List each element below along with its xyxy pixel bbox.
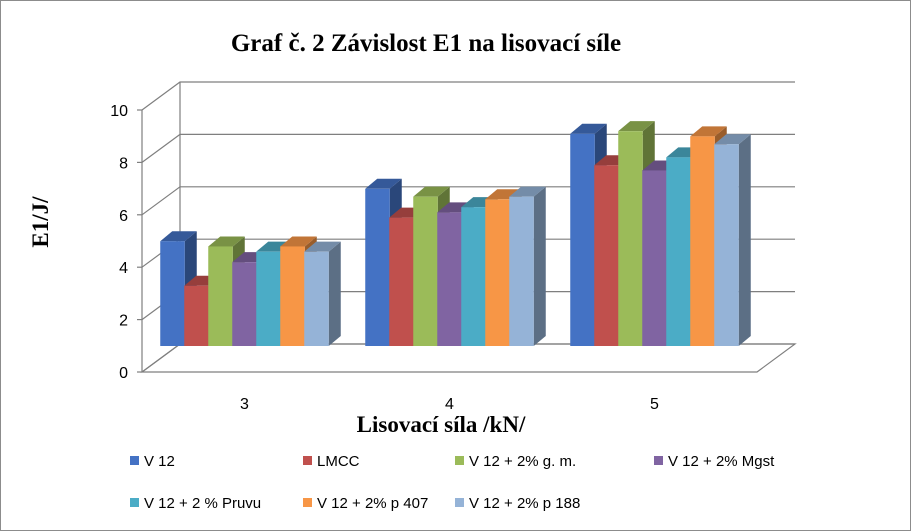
legend-label: LMCC bbox=[317, 453, 360, 470]
bar-side bbox=[533, 186, 546, 346]
bar-top bbox=[618, 121, 655, 132]
bar-front bbox=[256, 251, 281, 346]
y-axis-title: E1/J/ bbox=[28, 196, 53, 248]
y-tick-label: 4 bbox=[119, 260, 128, 277]
bar-front bbox=[642, 170, 667, 346]
bar-side bbox=[328, 241, 341, 346]
bar-front bbox=[184, 285, 209, 346]
x-tick-label: 3 bbox=[240, 396, 249, 413]
y-tick-label: 2 bbox=[119, 313, 128, 330]
bar-top bbox=[413, 186, 450, 197]
y-tick-label: 10 bbox=[110, 103, 128, 120]
bar-top bbox=[690, 126, 727, 137]
bar-front bbox=[690, 136, 715, 346]
bar-front bbox=[618, 131, 643, 346]
legend-label: V 12 bbox=[144, 453, 175, 470]
bar bbox=[714, 134, 751, 346]
x-axis-title: Lisovací síla /kN/ bbox=[357, 412, 526, 437]
legend-label: V 12 + 2% p 407 bbox=[317, 495, 428, 512]
legend-item: V 12 bbox=[130, 453, 175, 470]
legend-item: V 12 + 2% Mgst bbox=[654, 453, 775, 470]
legend-swatch bbox=[303, 498, 312, 507]
bar-top bbox=[280, 236, 317, 247]
bar-front bbox=[437, 212, 462, 346]
legend-swatch bbox=[130, 498, 139, 507]
bar-top bbox=[160, 231, 197, 242]
bar bbox=[304, 241, 341, 346]
bar-front bbox=[570, 133, 595, 346]
bar-top bbox=[714, 134, 751, 145]
bars bbox=[160, 121, 751, 347]
legend-item: V 12 + 2% g. m. bbox=[455, 453, 576, 470]
bar-top bbox=[509, 186, 546, 197]
bar-front bbox=[160, 241, 185, 346]
bar-front bbox=[714, 144, 739, 346]
bar-top bbox=[570, 123, 607, 134]
x-tick-label: 4 bbox=[445, 396, 454, 413]
bar-front bbox=[208, 246, 233, 346]
legend-swatch bbox=[303, 456, 312, 465]
bar-front bbox=[365, 188, 390, 346]
bar-front bbox=[666, 157, 691, 346]
bar-front bbox=[485, 199, 510, 346]
legend-label: V 12 + 2 % Pruvu bbox=[144, 495, 261, 512]
bar-front bbox=[461, 207, 486, 346]
legend-swatch bbox=[455, 498, 464, 507]
legend-label: V 12 + 2% Mgst bbox=[668, 453, 775, 470]
bar-top bbox=[208, 236, 245, 247]
floor bbox=[140, 343, 797, 373]
tick-labels: 0 2 4 6 8 10 3 4 5 bbox=[110, 103, 659, 413]
legend-item: V 12 + 2 % Pruvu bbox=[130, 495, 261, 512]
legend-label: V 12 + 2% g. m. bbox=[469, 453, 576, 470]
chart-title: Graf č. 2 Závislost E1 na lisovací síle bbox=[231, 30, 621, 57]
bar-front bbox=[280, 246, 305, 346]
bar-front bbox=[304, 251, 329, 346]
bar-top bbox=[304, 241, 341, 252]
legend-swatch bbox=[130, 456, 139, 465]
bar bbox=[509, 186, 546, 346]
legend-item: V 12 + 2% p 188 bbox=[455, 495, 580, 512]
legend-swatch bbox=[654, 456, 663, 465]
bar-front bbox=[509, 196, 534, 346]
legend-item: LMCC bbox=[303, 453, 360, 470]
bar-front bbox=[594, 165, 619, 346]
bar-front bbox=[389, 217, 414, 346]
y-tick-label: 0 bbox=[119, 365, 128, 382]
y-tick-label: 8 bbox=[119, 155, 128, 172]
x-tick-label: 5 bbox=[650, 396, 659, 413]
bar-side bbox=[738, 134, 751, 346]
legend-swatch bbox=[455, 456, 464, 465]
legend-item: V 12 + 2% p 407 bbox=[303, 495, 428, 512]
legend: V 12 LMCC V 12 + 2% g. m. V 12 + 2% Mgst V 1… bbox=[130, 453, 775, 512]
y-tick-label: 6 bbox=[119, 208, 128, 225]
bar-top bbox=[365, 178, 402, 189]
bar-front bbox=[413, 196, 438, 346]
legend-label: V 12 + 2% p 188 bbox=[469, 495, 580, 512]
bar-front bbox=[232, 262, 257, 346]
